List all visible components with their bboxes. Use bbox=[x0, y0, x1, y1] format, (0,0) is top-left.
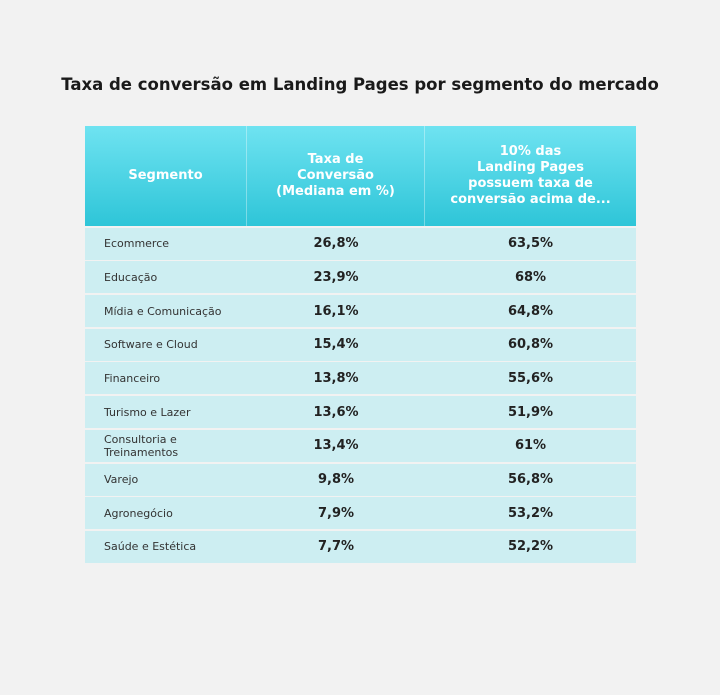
header-line: Taxa de bbox=[307, 152, 364, 167]
header-line: 10% das bbox=[499, 144, 562, 159]
table-row: Software e Cloud 15,4% 60,8% bbox=[85, 328, 636, 361]
segment-cell: Consultoria e Treinamentos bbox=[104, 432, 179, 459]
table: Segmento Taxa de Conversão (Mediana em %) 10… bbox=[85, 126, 636, 563]
value-cell: 16,1% bbox=[313, 303, 359, 319]
value-cell: 56,8% bbox=[507, 472, 554, 487]
table-row: Consultoria e Treinamentos 13,4% 61% bbox=[85, 429, 636, 462]
segment-cell: Mídia e Comunicação bbox=[104, 304, 222, 318]
header-cell: 10% das Landing Pages possuem taxa de conve… bbox=[425, 126, 636, 226]
segment-cell: Agronegócio bbox=[104, 506, 173, 520]
header-line: conversão acima de... bbox=[450, 192, 611, 207]
table-row: Ecommerce 26,8% 63,5% bbox=[85, 227, 636, 260]
value-cell: 61% bbox=[514, 438, 547, 454]
table-row: Turismo e Lazer 13,6% 51,9% bbox=[85, 396, 636, 429]
header-line: Segmento bbox=[128, 168, 203, 183]
segment-cell: Educação bbox=[104, 270, 158, 284]
segment-cell: Software e Cloud bbox=[104, 338, 198, 352]
value-cell: 7,9% bbox=[317, 505, 355, 521]
segment-cell: Varejo bbox=[104, 473, 139, 486]
value-cell: 51,9% bbox=[507, 404, 554, 420]
table-row: Varejo 9,8% 56,8% bbox=[85, 463, 636, 496]
table-row: Saúde e Estética 7,7% 52,2% bbox=[85, 530, 636, 563]
segment-cell: Financeiro bbox=[104, 371, 161, 385]
value-cell: 60,8% bbox=[507, 337, 554, 353]
table-row: Financeiro 13,8% 55,6% bbox=[85, 362, 636, 395]
header-cell: Segmento bbox=[85, 126, 247, 226]
value-cell: 63,5% bbox=[507, 236, 554, 252]
segment-cell: Ecommerce bbox=[104, 237, 170, 251]
value-cell: 23,9% bbox=[313, 269, 359, 285]
header-line: Conversão bbox=[297, 168, 374, 183]
header-line: Landing Pages bbox=[477, 160, 584, 175]
title: Taxa de conversão em Landing Pages por s… bbox=[61, 75, 659, 94]
header-line: (Mediana em %) bbox=[276, 184, 395, 199]
segment-cell: Saúde e Estética bbox=[104, 540, 197, 554]
value-cell: 7,7% bbox=[317, 539, 355, 555]
table-row: Agronegócio 7,9% 53,2% bbox=[85, 497, 636, 530]
table-row: Educação 23,9% 68% bbox=[85, 261, 636, 294]
value-cell: 55,6% bbox=[507, 370, 554, 386]
value-cell: 53,2% bbox=[507, 505, 554, 521]
value-cell: 68% bbox=[514, 269, 547, 285]
value-cell: 26,8% bbox=[313, 236, 359, 252]
header-line: possuem taxa de bbox=[468, 176, 593, 191]
value-cell: 13,6% bbox=[313, 404, 359, 420]
value-cell: 9,8% bbox=[317, 472, 355, 487]
header-cell: Taxa de Conversão (Mediana em %) bbox=[247, 126, 425, 226]
header-row: Segmento Taxa de Conversão (Mediana em %) 10… bbox=[85, 126, 636, 226]
table-row: Mídia e Comunicação 16,1% 64,8% bbox=[85, 295, 636, 328]
value-cell: 64,8% bbox=[507, 303, 554, 319]
value-cell: 15,4% bbox=[313, 337, 359, 353]
segment-cell: Turismo e Lazer bbox=[104, 405, 191, 419]
value-cell: 13,4% bbox=[313, 438, 359, 454]
value-cell: 13,8% bbox=[313, 370, 359, 386]
value-cell: 52,2% bbox=[507, 539, 554, 555]
